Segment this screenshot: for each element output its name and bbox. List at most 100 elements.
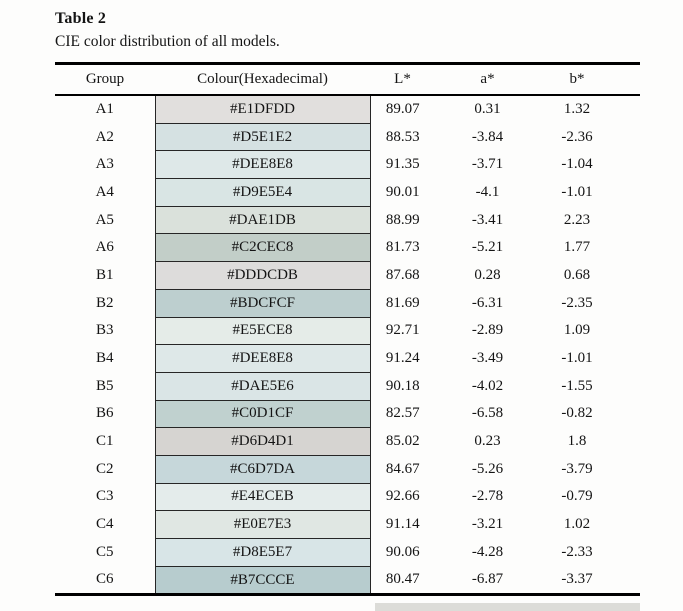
hex-label: #BDCFCF [229, 294, 296, 311]
table-row: C1 #D6D4D1 85.02 0.23 1.8 [55, 427, 640, 456]
bstar-value: -0.79 [561, 488, 593, 505]
bstar-value: 0.68 [563, 266, 591, 283]
astar-value: -4.28 [471, 543, 504, 560]
color-swatch-cell: #D5E1E2 [154, 122, 371, 152]
hex-label: #DAE1DB [229, 211, 296, 228]
lstar-value: 90.06 [385, 543, 420, 560]
hex-label: #E4ECEB [231, 488, 294, 505]
astar-value: -2.89 [471, 322, 504, 339]
bstar-value: 1.77 [563, 239, 591, 256]
astar-value: -6.87 [471, 571, 504, 588]
hex-label: #B7CCCE [230, 571, 295, 588]
table-row: B4 #DEE8E8 91.24 -3.49 -1.01 [55, 344, 640, 373]
color-swatch-cell: #D6D4D1 [154, 427, 371, 456]
table-row: B3 #E5ECE8 92.71 -2.89 1.09 [55, 316, 640, 346]
table-row: A1 #E1DFDD 89.07 0.31 1.32 [55, 94, 640, 124]
color-swatch-cell: #E5ECE8 [154, 316, 371, 346]
group-cell: C1 [95, 433, 114, 450]
hex-label: #D5E1E2 [232, 128, 293, 145]
table-header: Group Colour(Hexadecimal) L* a* b* [55, 63, 640, 96]
color-swatch-cell: #E1DFDD [154, 94, 371, 124]
hex-label: #DAE5E6 [231, 377, 294, 394]
hex-label: #DEE8E8 [232, 156, 293, 173]
hex-label: #D9E5E4 [232, 183, 293, 200]
table-row: A6 #C2CEC8 81.73 -5.21 1.77 [55, 233, 640, 263]
lstar-value: 87.68 [385, 266, 420, 283]
group-cell: B4 [95, 350, 114, 367]
astar-value: -5.21 [471, 239, 504, 256]
hex-label: #C6D7DA [229, 460, 295, 477]
lstar-value: 90.18 [385, 377, 420, 394]
color-swatch-cell: #DAE1DB [154, 205, 371, 235]
lstar-value: 91.24 [385, 350, 420, 367]
lstar-value: 89.07 [385, 101, 420, 118]
lstar-value: 82.57 [385, 405, 420, 422]
group-cell: C6 [95, 571, 114, 588]
table-row: A5 #DAE1DB 88.99 -3.41 2.23 [55, 205, 640, 235]
lstar-value: 92.66 [385, 488, 420, 505]
table-row: C5 #D8E5E7 90.06 -4.28 -2.33 [55, 538, 640, 567]
astar-value: -4.1 [475, 183, 500, 200]
color-swatch-cell: #C6D7DA [154, 454, 371, 484]
bstar-value: 1.32 [563, 101, 591, 118]
group-cell: C4 [95, 516, 114, 533]
header-row: Group Colour(Hexadecimal) L* a* b* [55, 63, 640, 96]
lstar-value: 90.01 [385, 183, 420, 200]
color-swatch-cell: #DAE5E6 [154, 371, 371, 401]
hex-label: #C2CEC8 [231, 239, 294, 256]
astar-value: 0.23 [474, 433, 501, 450]
color-swatch-cell: #D9E5E4 [154, 178, 371, 207]
table-row: A4 #D9E5E4 90.01 -4.1 -1.01 [55, 178, 640, 207]
lstar-value: 88.99 [385, 211, 420, 228]
col-header-colour: Colour(Hexadecimal) [155, 63, 370, 96]
col-header-lstar: L* [370, 63, 435, 96]
bstar-value: -2.33 [561, 543, 593, 560]
lstar-value: 88.53 [385, 128, 420, 145]
table-row: A3 #DEE8E8 91.35 -3.71 -1.04 [55, 150, 640, 180]
astar-value: -3.21 [471, 516, 504, 533]
bstar-value: -2.35 [561, 294, 593, 311]
bstar-value: 1.02 [563, 516, 591, 533]
astar-value: 0.31 [474, 101, 501, 118]
lstar-value: 91.14 [385, 516, 420, 533]
lstar-value: 91.35 [385, 156, 420, 173]
table-row: B6 #C0D1CF 82.57 -6.58 -0.82 [55, 399, 640, 429]
col-header-bstar: b* [540, 63, 640, 96]
bstar-value: 1.8 [567, 433, 587, 450]
color-swatch-cell: #C2CEC8 [154, 233, 371, 263]
lstar-value: 80.47 [385, 571, 420, 588]
bstar-value: -1.01 [561, 183, 593, 200]
color-swatch-cell: #BDCFCF [154, 288, 371, 318]
lstar-value: 81.73 [385, 239, 420, 256]
astar-value: -3.84 [471, 128, 504, 145]
astar-value: -6.31 [471, 294, 504, 311]
table-body: A1 #E1DFDD 89.07 0.31 1.32 A2 #D5E1E2 88… [55, 94, 640, 596]
table-row: B2 #BDCFCF 81.69 -6.31 -2.35 [55, 288, 640, 318]
table-row: A2 #D5E1E2 88.53 -3.84 -2.36 [55, 122, 640, 152]
scan-artifact [375, 603, 640, 611]
astar-value: -3.41 [471, 211, 504, 228]
astar-value: -6.58 [471, 405, 504, 422]
hex-label: #D6D4D1 [231, 433, 294, 450]
group-cell: A1 [95, 101, 114, 118]
bstar-value: -3.79 [561, 460, 593, 477]
lstar-value: 92.71 [385, 322, 420, 339]
bstar-value: 1.09 [563, 322, 591, 339]
cie-color-table: Group Colour(Hexadecimal) L* a* b* A1 #E… [55, 62, 640, 597]
astar-value: -2.78 [471, 488, 504, 505]
bstar-value: -3.37 [561, 571, 593, 588]
hex-label: #E1DFDD [229, 100, 295, 117]
group-cell: B5 [95, 377, 114, 394]
lstar-value: 81.69 [385, 294, 420, 311]
color-swatch-cell: #E0E7E3 [154, 510, 371, 539]
group-cell: C5 [95, 543, 114, 560]
group-cell: C3 [95, 488, 114, 505]
hex-label: #C0D1CF [231, 405, 294, 422]
color-swatch-cell: #DEE8E8 [154, 150, 371, 180]
bstar-value: 2.23 [563, 211, 591, 228]
bstar-value: -1.55 [561, 377, 593, 394]
table-row: C4 #E0E7E3 91.14 -3.21 1.02 [55, 510, 640, 539]
hex-label: #DDDCDB [227, 266, 298, 283]
group-cell: A6 [95, 239, 114, 256]
